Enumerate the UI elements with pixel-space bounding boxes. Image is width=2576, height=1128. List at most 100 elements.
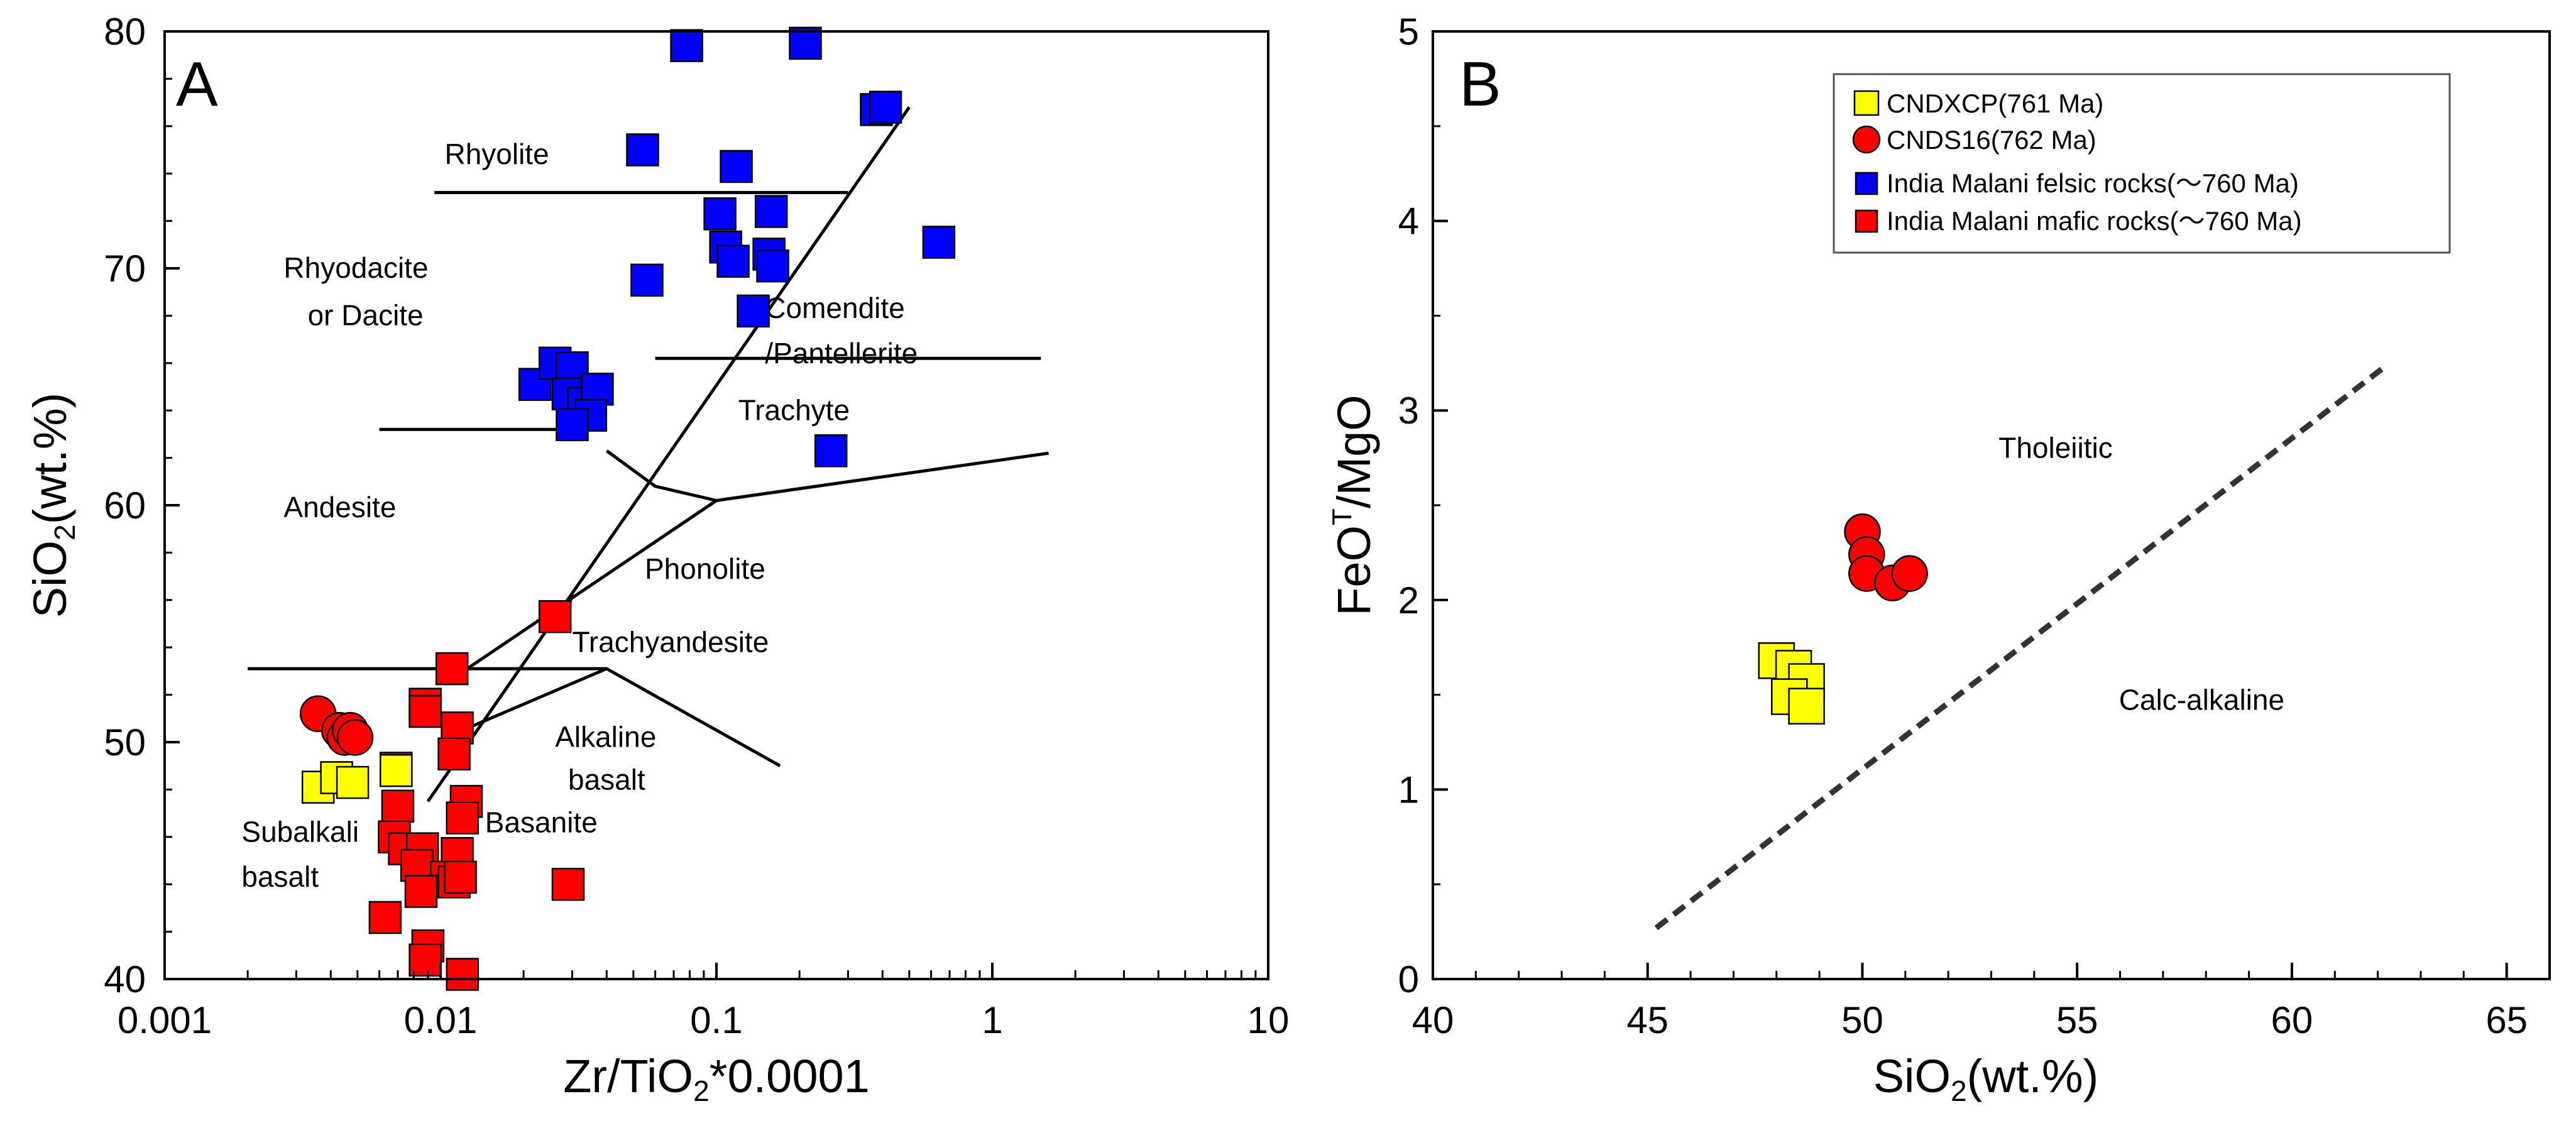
point-india-malani-felsic-rocks-760-ma: [869, 90, 902, 124]
y-tick-label: 5: [1398, 11, 1419, 53]
field-boundary-5: [605, 449, 1049, 503]
panel-b-ticks: [1432, 30, 2508, 980]
point-india-malani-mafic-rocks-760-ma: [446, 958, 480, 991]
legend-marker-cnds16: [1852, 125, 1881, 154]
field-boundary-6: [466, 499, 718, 671]
y-tick-label: 1: [1398, 769, 1419, 811]
point-india-malani-mafic-rocks-760-ma: [446, 801, 480, 835]
field-boundary-8: [461, 667, 781, 767]
field-label-phonolite: Phonolite: [645, 552, 765, 585]
panel-b-data-points: [1758, 513, 1928, 725]
point-india-malani-mafic-rocks-760-ma: [551, 867, 585, 901]
y-tick-label: 0: [1398, 958, 1419, 1000]
legend-label-malani-mafic: India Malani mafic rocks(～760 Ma): [1887, 206, 2302, 236]
x-tick-label: 55: [2056, 999, 2098, 1041]
legend: CNDXCP(761 Ma) CNDS16(762 Ma) India Mala…: [1833, 73, 2451, 254]
x-tick-label: 40: [1412, 999, 1454, 1041]
point-india-malani-felsic-rocks-760-ma: [670, 29, 703, 62]
point-india-malani-felsic-rocks-760-ma: [814, 434, 848, 468]
field-label-basalt: basalt: [568, 763, 645, 796]
field-label-alkaline: Alkaline: [555, 721, 656, 753]
y-tick-label: 2: [1398, 579, 1419, 621]
point-india-malani-mafic-rocks-760-ma: [437, 737, 471, 771]
point-india-malani-mafic-rocks-760-ma: [381, 789, 415, 823]
panel-a-field-labels: Rhyolite Rhyodacite or Dacite Comendite/Pan…: [241, 138, 918, 893]
point-india-malani-felsic-rocks-760-ma: [703, 197, 737, 231]
x-tick-label: 50: [1841, 999, 1883, 1041]
point-india-malani-mafic-rocks-760-ma: [404, 875, 438, 908]
field-label-rhyolite: Rhyolite: [444, 138, 549, 170]
field-label-basalt: basalt: [241, 860, 319, 893]
panel-a-y-axis-title: SiO2(wt.%): [24, 393, 81, 618]
legend-marker-malani-mafic: [1855, 209, 1878, 233]
field-label-tholeiitic: Tholeiitic: [1998, 432, 2113, 464]
y-tick-label: 3: [1398, 390, 1419, 432]
field-label-andesite: Andesite: [283, 491, 396, 523]
point-india-malani-felsic-rocks-760-ma: [630, 263, 664, 297]
point-india-malani-mafic-rocks-760-ma: [538, 600, 572, 633]
field-label-rhyodacite: Rhyodacite: [283, 251, 428, 284]
point-india-malani-mafic-rocks-760-ma: [408, 694, 442, 728]
point-cnds16-762-ma: [1891, 555, 1928, 592]
panel-a-x-tick-labels: 0.001 0.01 0.1 1 10: [118, 999, 1289, 1041]
field-label-pantellerite: /Pantellerite: [765, 337, 918, 370]
point-india-malani-mafic-rocks-760-ma: [435, 652, 469, 686]
panel-b-x-tick-labels: 40 45 50 55 60 65: [1412, 999, 2528, 1041]
point-india-malani-felsic-rocks-760-ma: [720, 150, 753, 183]
panel-b-y-tick-labels: 0 1 2 3 4 5: [1398, 11, 1419, 1000]
field-label-subalkali: Subalkali: [241, 815, 359, 848]
x-tick-label: 0.001: [118, 999, 212, 1041]
point-cnds16-762-ma: [336, 719, 374, 756]
y-tick-label: 50: [104, 721, 146, 764]
panel-b-y-axis-title: FeOT/MgO: [1327, 395, 1380, 616]
panel-a-y-tick-labels: 40 50 60 70 80: [104, 11, 146, 1000]
point-india-malani-mafic-rocks-760-ma: [368, 901, 402, 934]
field-label-comendite: Comendite: [765, 292, 904, 324]
point-india-malani-felsic-rocks-760-ma: [922, 226, 956, 259]
field-label-trachyandesite: Trachyandesite: [573, 626, 769, 659]
field-boundary-1: [426, 106, 911, 802]
field-label-or-dacite: or Dacite: [308, 299, 424, 332]
panel-b-x-axis-title: SiO2(wt.%): [1873, 1050, 2099, 1107]
legend-label-cnds16: CNDS16(762 Ma): [1887, 125, 2096, 155]
point-cndxcp-761-ma: [1788, 687, 1825, 725]
y-tick-label: 70: [104, 248, 146, 290]
legend-label-malani-felsic: India Malani felsic rocks(～760 Ma): [1887, 168, 2299, 198]
point-india-malani-felsic-rocks-760-ma: [716, 244, 750, 278]
legend-box: [1833, 73, 2451, 254]
point-cndxcp-761-ma: [336, 765, 370, 799]
legend-marker-malani-felsic: [1855, 172, 1878, 195]
point-india-malani-felsic-rocks-760-ma: [556, 408, 589, 442]
x-tick-label: 0.1: [690, 999, 742, 1041]
x-tick-label: 65: [2486, 999, 2528, 1041]
x-tick-label: 0.01: [404, 999, 478, 1041]
point-india-malani-felsic-rocks-760-ma: [626, 133, 659, 167]
panel-a: Rhyolite Rhyodacite or Dacite Comendite/Pan…: [24, 11, 1289, 1107]
point-india-malani-felsic-rocks-760-ma: [756, 249, 789, 283]
point-cndxcp-761-ma: [380, 753, 413, 787]
legend-label-cndxcp: CNDXCP(761 Ma): [1887, 89, 2103, 118]
y-tick-label: 80: [104, 11, 146, 53]
x-tick-label: 60: [2271, 999, 2313, 1041]
point-india-malani-felsic-rocks-760-ma: [737, 294, 770, 328]
y-tick-label: 4: [1398, 200, 1419, 243]
y-tick-label: 60: [104, 485, 146, 527]
panel-a-x-axis-title: Zr/TiO2*0.0001: [563, 1050, 870, 1107]
panel-a-data-points: [299, 26, 956, 991]
panel-a-ticks: [163, 30, 1269, 980]
x-tick-label: 1: [982, 999, 1002, 1041]
field-label-trachyte: Trachyte: [738, 393, 850, 426]
panel-b-label: B: [1459, 49, 1501, 119]
y-tick-label: 40: [104, 958, 146, 1000]
x-tick-label: 10: [1247, 999, 1290, 1041]
point-india-malani-mafic-rocks-760-ma: [444, 860, 477, 894]
field-label-basanite: Basanite: [485, 806, 598, 838]
point-india-malani-felsic-rocks-760-ma: [789, 26, 822, 60]
point-india-malani-felsic-rocks-760-ma: [754, 195, 788, 228]
x-tick-label: 45: [1626, 999, 1669, 1041]
field-label-calc-alkaline: Calc-alkaline: [2119, 684, 2284, 716]
panel-b-field-labels: Tholeiitic Calc-alkaline: [1998, 432, 2284, 716]
panel-a-label: A: [176, 49, 218, 119]
